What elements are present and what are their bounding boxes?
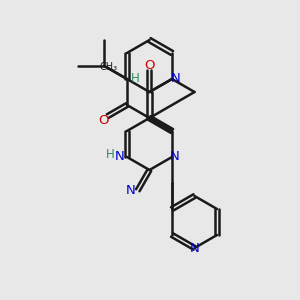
Text: O: O — [99, 113, 109, 127]
Text: O: O — [144, 59, 155, 72]
Text: N: N — [126, 184, 136, 197]
Text: N: N — [190, 242, 200, 254]
Text: N: N — [170, 151, 180, 164]
Text: CH₃: CH₃ — [100, 62, 118, 72]
Text: N: N — [115, 151, 125, 164]
Text: H: H — [106, 148, 114, 161]
Text: N: N — [171, 73, 181, 85]
Text: H: H — [130, 73, 139, 85]
